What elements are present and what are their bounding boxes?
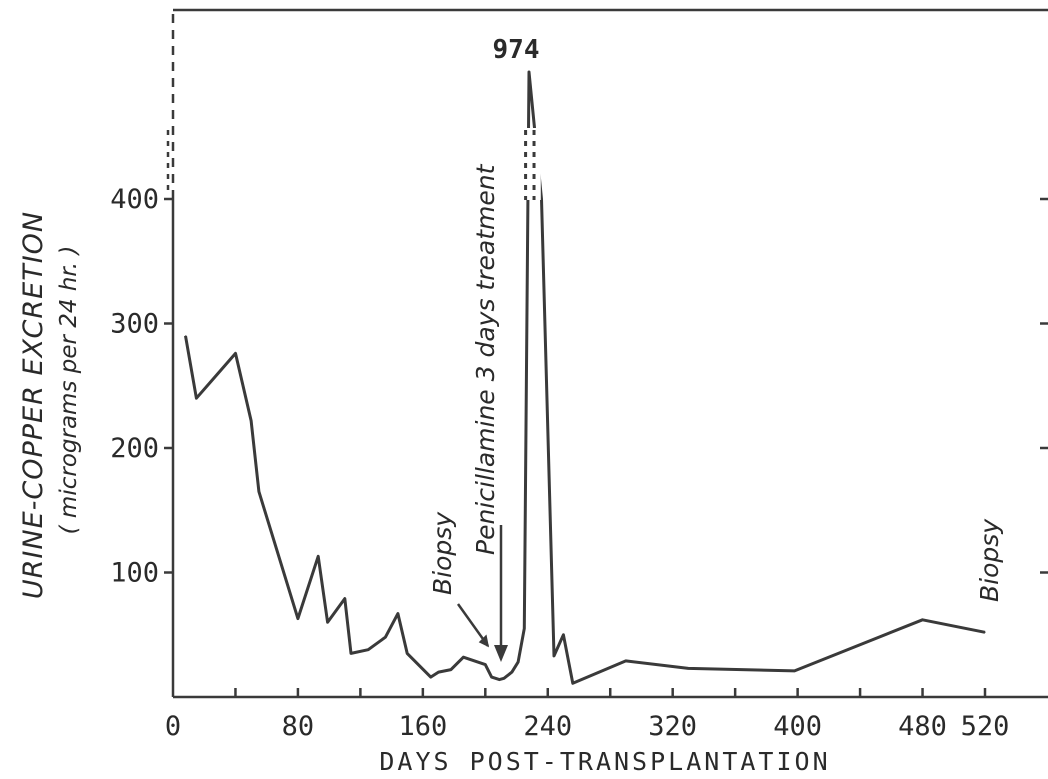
data-point <box>572 682 574 684</box>
x-tick-label: 320 <box>648 711 697 742</box>
data-point <box>490 676 493 678</box>
y-tick-label: 100 <box>110 558 159 589</box>
annotation-biopsy-1: Biopsy <box>428 511 457 595</box>
x-tick-label: 0 <box>165 711 181 742</box>
data-point <box>793 670 796 672</box>
x-tick-label: 240 <box>523 711 572 742</box>
x-tick-label: 80 <box>282 711 315 742</box>
y-tick-label: 300 <box>110 309 159 340</box>
spike-break-gap <box>522 128 541 200</box>
data-point <box>462 656 465 658</box>
series-layer <box>184 70 986 685</box>
data-point <box>553 655 555 657</box>
data-point <box>297 617 299 620</box>
data-point <box>350 652 352 655</box>
data-point <box>562 634 564 636</box>
data-point <box>921 619 924 621</box>
series-line <box>184 70 986 685</box>
annotation-biopsy-2: Biopsy <box>975 518 1004 602</box>
data-point <box>523 627 525 630</box>
data-point <box>384 636 386 638</box>
data-point <box>687 667 689 669</box>
data-point <box>326 621 329 623</box>
data-point <box>503 677 505 679</box>
data-point <box>984 631 986 633</box>
data-point <box>344 598 346 600</box>
x-tick-label: 160 <box>398 711 447 742</box>
data-point <box>511 671 513 673</box>
data-point <box>484 664 486 666</box>
data-point <box>450 669 452 671</box>
x-axis-label: DAYS POST-TRANSPLANTATION <box>379 747 830 776</box>
data-point <box>517 661 519 663</box>
y-tick-label: 400 <box>110 184 159 215</box>
y-tick-label: 200 <box>110 433 159 464</box>
data-point <box>234 352 237 354</box>
annotation-arrowhead-biopsy-1 <box>478 634 490 648</box>
peak-label: 974 <box>493 35 540 65</box>
axes <box>166 8 1048 699</box>
x-tick-label: 520 <box>961 711 1010 742</box>
data-point <box>498 678 500 681</box>
data-point <box>250 420 252 422</box>
x-tick-label: 400 <box>773 711 822 742</box>
data-point <box>258 490 260 493</box>
annotation-arrowhead-penicillamine <box>494 645 508 662</box>
data-point <box>430 676 432 678</box>
x-tick-label: 480 <box>898 711 947 742</box>
data-point <box>184 335 187 337</box>
data-point <box>317 555 319 557</box>
y-axis-unit-label: ( micrograms per 24 hr. ) <box>56 246 82 535</box>
y-axis-label: URINE-COPPER EXCRETION <box>18 211 49 599</box>
data-point <box>367 649 369 651</box>
data-point <box>540 198 543 200</box>
ticks: 100 200 300 400 0 80 160 240 320 400 480 520 <box>110 184 1048 742</box>
data-point <box>437 671 440 673</box>
annotation-layer: Biopsy Penicillamine 3 days treatment Biop… <box>428 163 1004 662</box>
data-point <box>195 397 198 399</box>
data-point <box>406 652 408 655</box>
data-point <box>528 71 530 73</box>
annotation-penicillamine: Penicillamine 3 days treatment <box>471 163 500 555</box>
data-point <box>397 612 399 615</box>
data-point <box>625 660 627 662</box>
